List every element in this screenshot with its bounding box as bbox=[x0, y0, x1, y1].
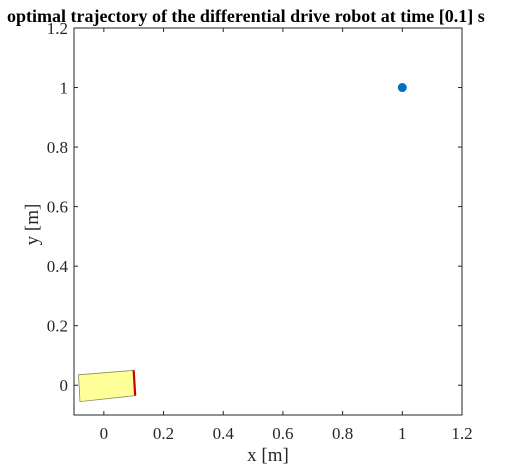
goal-point-marker bbox=[397, 83, 407, 93]
plot-area bbox=[73, 27, 463, 416]
y-tick-label: 0.6 bbox=[47, 198, 68, 217]
y-axis-label: y [m] bbox=[22, 204, 43, 246]
x-tick-label: 0.6 bbox=[272, 424, 293, 443]
y-tick-label: 0.8 bbox=[47, 138, 68, 157]
x-tick-label: 0.4 bbox=[213, 424, 235, 443]
y-tick-label: 0.4 bbox=[47, 257, 69, 276]
x-tick-label: 0 bbox=[100, 424, 109, 443]
x-tick-label: 0.2 bbox=[153, 424, 174, 443]
y-tick-label: 1 bbox=[60, 79, 69, 98]
axis-tick-labels: 0 0.2 0.4 0.6 0.8 1 1.2 0 0.2 0.4 0.6 0.8 1 1.2 bbox=[47, 19, 473, 443]
robot-front-edge bbox=[132, 370, 137, 396]
x-tick-label: 0.8 bbox=[332, 424, 353, 443]
chart-title: optimal trajectory of the differential d… bbox=[7, 6, 485, 26]
y-tick-label: 1.2 bbox=[47, 19, 68, 38]
y-tick-label: 0 bbox=[60, 376, 69, 395]
axis-ticks bbox=[74, 27, 463, 415]
x-tick-label: 1.2 bbox=[451, 424, 472, 443]
y-tick-label: 0.2 bbox=[47, 317, 68, 336]
x-tick-label: 1 bbox=[398, 424, 407, 443]
x-axis-label: x [m] bbox=[247, 445, 289, 466]
robot-body bbox=[78, 369, 136, 403]
